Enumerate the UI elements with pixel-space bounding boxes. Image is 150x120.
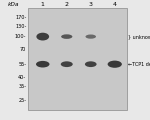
Text: 3: 3 bbox=[89, 2, 93, 7]
Ellipse shape bbox=[61, 61, 73, 67]
Text: } unknown: } unknown bbox=[128, 34, 150, 39]
Ellipse shape bbox=[61, 34, 72, 39]
Ellipse shape bbox=[85, 35, 96, 39]
Text: 40-: 40- bbox=[18, 75, 26, 80]
Text: 1: 1 bbox=[41, 2, 45, 7]
FancyBboxPatch shape bbox=[28, 8, 127, 110]
Text: ←TCP1 delta: ←TCP1 delta bbox=[128, 62, 150, 67]
Text: 35-: 35- bbox=[18, 84, 26, 90]
Text: 130-: 130- bbox=[15, 24, 26, 30]
Text: 4: 4 bbox=[113, 2, 117, 7]
Text: 100-: 100- bbox=[15, 34, 26, 39]
Text: 170-: 170- bbox=[15, 15, 26, 20]
Text: 70: 70 bbox=[20, 47, 26, 52]
Text: 2: 2 bbox=[65, 2, 69, 7]
Ellipse shape bbox=[36, 33, 49, 41]
Text: 25-: 25- bbox=[18, 98, 26, 103]
Text: kDa: kDa bbox=[8, 2, 19, 7]
Ellipse shape bbox=[85, 61, 97, 67]
Ellipse shape bbox=[36, 61, 50, 67]
Ellipse shape bbox=[108, 61, 122, 68]
Text: 55-: 55- bbox=[18, 62, 26, 67]
